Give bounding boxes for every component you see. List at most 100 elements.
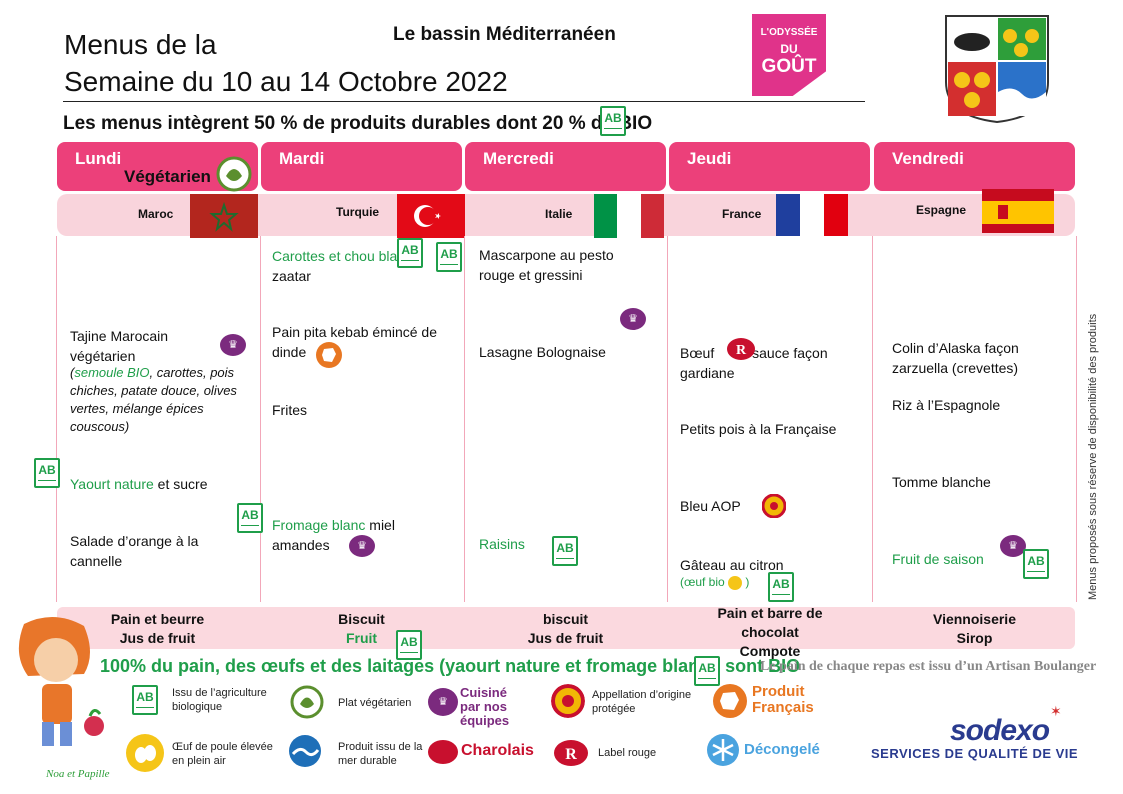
legend-veg: Plat végétarien — [338, 697, 412, 709]
country-maroc: Maroc — [138, 207, 174, 221]
mascot-illustration — [18, 616, 104, 746]
column-line — [1076, 236, 1077, 602]
vendredi-side: Riz à l’Espagnole — [892, 397, 1001, 413]
bio-icon: AB — [436, 242, 462, 272]
bio-icon: AB — [132, 685, 158, 715]
mardi-dairy: Fromage blanc miel amandes — [272, 517, 395, 553]
country-turquie: Turquie — [336, 205, 380, 219]
column-line — [56, 236, 57, 602]
mercredi-fruit: Raisins — [479, 536, 525, 552]
snowflake-icon — [707, 734, 739, 766]
availability-note: Menus proposés sous réserve de disponibi… — [1087, 313, 1099, 600]
jeudi-main-dish: Bœuf sauce façon gardiane — [680, 345, 828, 381]
vegetarian-icon — [290, 685, 324, 719]
country-italie: Italie — [545, 207, 573, 221]
bio-icon: AB — [397, 238, 423, 268]
bio-icon: AB — [694, 656, 720, 686]
fish-sustainable-icon — [289, 735, 321, 767]
mercredi-main-dish: Lasagne Bolognaise — [479, 344, 606, 360]
produit-francais-icon — [713, 684, 747, 718]
legend-bio: Issu de l’agriculture biologique — [172, 687, 267, 713]
lundi-main-dish: Tajine Marocain végétarien — [70, 328, 169, 364]
day-header-mercredi: Mercredi — [465, 142, 666, 191]
gouter-vendredi: Viennoiserie Sirop — [932, 611, 1016, 646]
odyssee-du-gout-logo: L'ODYSSÉE DU GOÛT — [752, 14, 826, 96]
vegetarian-tag: Végétarien — [124, 167, 211, 186]
spain-flag-icon — [982, 189, 1054, 233]
intro-text: Les menus intègrent 50 % de produits dur… — [63, 113, 653, 134]
aop-icon — [551, 684, 585, 718]
sodexo-logo: sodexo — [950, 714, 1050, 747]
cuisine-icon: ♛ — [220, 334, 246, 356]
bio-icon: AB — [552, 536, 578, 566]
mardi-starter: Carottes et chou blanc zaatar — [272, 248, 413, 284]
day-header-jeudi: Jeudi — [669, 142, 870, 191]
gouter-mardi: Biscuit Fruit — [338, 611, 385, 646]
cuisine-icon: ♛ — [1000, 535, 1026, 557]
bio-note: 100% du pain, des œufs et des laitages (… — [100, 656, 801, 676]
morocco-flag-icon — [190, 194, 258, 238]
mardi-main-dish: Pain pita kebab émincé de dinde — [272, 324, 437, 360]
cow-icon — [428, 740, 458, 764]
day-header-vendredi: Vendredi — [874, 142, 1075, 191]
legend-decongele: Décongelé — [744, 741, 820, 758]
legend-produit-francais: Produit Français — [752, 683, 814, 716]
france-flag-icon — [776, 194, 848, 236]
vegetarian-icon — [216, 156, 252, 192]
gouter-lundi: Pain et beurre Jus de fruit — [110, 611, 205, 646]
column-line — [260, 236, 261, 602]
country-espagne: Espagne — [916, 203, 967, 217]
svg-text:R: R — [736, 343, 747, 358]
egg-icon — [728, 575, 743, 590]
lundi-dessert: Salade d’orange à la cannelle — [70, 533, 199, 569]
aop-icon — [762, 494, 786, 518]
cuisine-icon: ♛ — [349, 535, 375, 557]
column-line — [667, 236, 668, 602]
bio-icon: AB — [1023, 549, 1049, 579]
bio-icon: AB — [600, 106, 626, 136]
vendredi-main-dish: Colin d’Alaska façon zarzuella (crevette… — [892, 340, 1019, 376]
sodexo-tagline: SERVICES DE QUALITÉ DE VIE — [871, 746, 1079, 761]
label-rouge-icon: R — [554, 740, 588, 766]
title-divider — [63, 101, 865, 102]
italy-flag-icon — [594, 194, 664, 238]
jeudi-side: Petits pois à la Française — [680, 421, 837, 437]
gouter-mercredi: biscuit Jus de fruit — [527, 611, 604, 646]
bio-icon: AB — [237, 503, 263, 533]
gouter-band — [57, 607, 1075, 649]
artisan-note: Le pain de chaque repas est issu d’un Ar… — [760, 659, 1097, 674]
star-icon: ✶ — [1050, 703, 1062, 719]
column-line — [872, 236, 873, 602]
mercredi-starter: Mascarpone au pesto rouge et gressini — [479, 247, 614, 283]
jeudi-dessert: Gâteau au citron — [680, 557, 784, 573]
mardi-side: Frites — [272, 402, 307, 418]
country-france: France — [722, 207, 762, 221]
turkey-flag-icon — [397, 194, 465, 238]
page-title: Menus de la Semaine du 10 au 14 Octobre … — [64, 29, 508, 97]
label-rouge-icon: R — [727, 338, 755, 360]
legend-mer: Produit issu de la mer durable — [338, 741, 423, 767]
legend-label-rouge: Label rouge — [598, 747, 657, 759]
vendredi-cheese: Tomme blanche — [892, 474, 991, 490]
egg-icon — [126, 734, 164, 772]
column-line — [464, 236, 465, 602]
cuisine-icon: ♛ — [620, 308, 646, 330]
bio-icon: AB — [34, 458, 60, 488]
lundi-dairy: Yaourt nature et sucre — [70, 476, 208, 492]
produit-francais-icon — [316, 342, 342, 368]
jeudi-cheese: Bleu AOP — [680, 498, 741, 514]
legend-oeuf: Œuf de poule élevée en plein air — [172, 741, 273, 767]
vendredi-fruit: Fruit de saison — [892, 551, 984, 567]
legend-aop: Appellation d’origine protégée — [592, 689, 692, 715]
svg-text:R: R — [565, 746, 577, 763]
jeudi-egg-note: (œuf bio ) — [680, 575, 750, 590]
bio-icon: AB — [396, 630, 422, 660]
theme-title: Le bassin Méditerranéen — [393, 24, 616, 45]
day-header-mardi: Mardi — [261, 142, 462, 191]
bio-icon: AB — [768, 572, 794, 602]
lundi-main-detail: (semoule BIO, carottes, pois chiches, pa… — [70, 365, 237, 434]
cuisine-par-nos-equipes-logo: ♛ Cuisiné par nos équipes — [428, 684, 526, 728]
gouter-jeudi: Pain et barre de chocolat Compote — [717, 605, 823, 659]
coat-of-arms-logo — [945, 15, 1049, 124]
charolais-logo: Charolais — [428, 738, 540, 768]
